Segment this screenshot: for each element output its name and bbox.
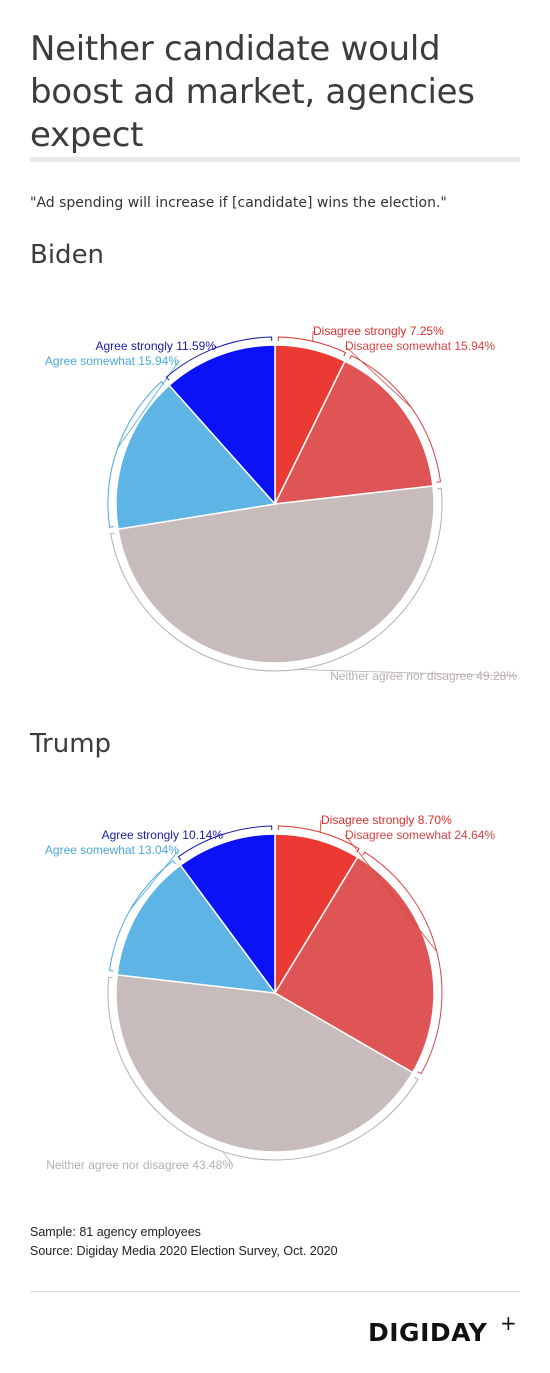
source-note: Source: Digiday Media 2020 Election Surv… — [30, 1244, 338, 1258]
slice-label: Agree somewhat 13.04% — [45, 843, 179, 857]
label-leader-line — [130, 849, 180, 910]
trump-pie-chart: Disagree strongly 8.70%Disagree somewhat… — [45, 813, 496, 1172]
pie-slice-agree-somewhat — [115, 384, 277, 531]
pie-slice-agree-strongly — [168, 344, 276, 506]
label-leader-line — [297, 669, 518, 677]
label-leader-line — [344, 345, 412, 409]
slice-label: Disagree strongly 7.25% — [313, 324, 444, 338]
digiday-logo[interactable]: DIGIDAY — [368, 1318, 488, 1347]
biden-chart-title: Biden — [30, 240, 105, 270]
label-leader-line — [319, 819, 322, 833]
slice-label: Disagree strongly 8.70% — [321, 813, 452, 827]
label-leader-line — [222, 1151, 234, 1166]
pie-slice-disagree-somewhat — [273, 360, 434, 505]
pie-slice-agree-somewhat — [116, 864, 277, 994]
title-divider — [30, 157, 520, 162]
trump-chart-title: Trump — [30, 729, 112, 759]
sample-note: Sample: 81 agency employees — [30, 1225, 201, 1239]
slice-label: Neither agree nor disagree 49.28% — [330, 669, 517, 683]
footer-divider — [30, 1291, 520, 1292]
page-title: Neither candidate would boost ad market,… — [30, 29, 475, 155]
label-bracket — [107, 976, 419, 1161]
slice-label: Agree somewhat 15.94% — [45, 354, 179, 368]
label-leader-line — [344, 834, 438, 952]
plus-icon: + — [500, 1311, 517, 1335]
pie-slice-neither-agree-nor-disagree — [117, 485, 435, 664]
slice-label: Disagree somewhat 24.64% — [345, 828, 495, 842]
chart-subtitle: "Ad spending will increase if [candidate… — [30, 195, 447, 211]
label-bracket — [165, 336, 273, 381]
pie-slice-disagree-somewhat — [273, 856, 435, 1074]
biden-pie-chart: Disagree strongly 7.25%Disagree somewhat… — [45, 324, 518, 683]
slice-label: Neither agree nor disagree 43.48% — [46, 1158, 233, 1172]
slice-label: Disagree somewhat 15.94% — [345, 339, 495, 353]
slice-label: Agree strongly 11.59% — [95, 339, 216, 353]
pie-slice-agree-strongly — [179, 833, 276, 996]
pie-slice-disagree-strongly — [274, 833, 359, 996]
pie-slice-neither-agree-nor-disagree — [115, 974, 414, 1153]
label-bracket — [277, 336, 347, 357]
slice-label: Agree strongly 10.14% — [102, 828, 224, 842]
label-bracket — [277, 825, 360, 853]
